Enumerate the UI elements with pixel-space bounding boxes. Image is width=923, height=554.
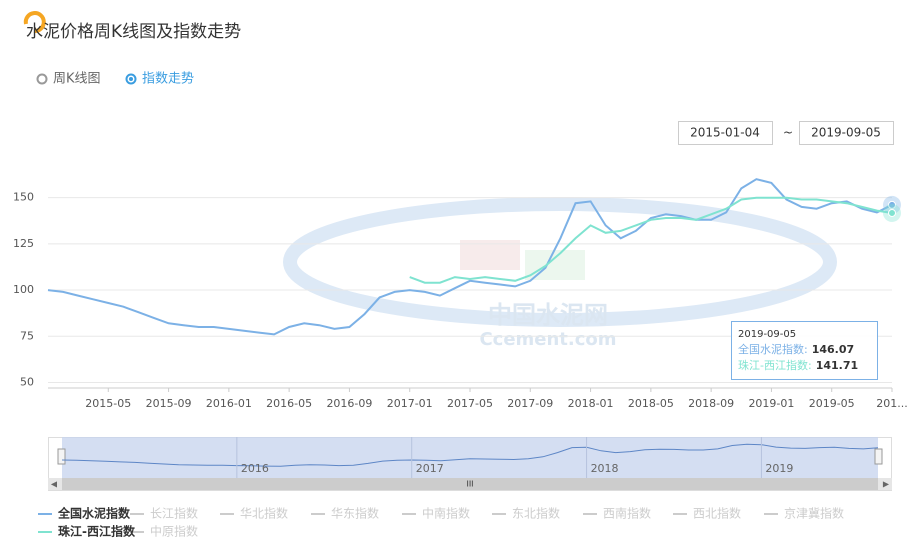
y-tick-label: 100	[13, 283, 34, 296]
legend: 全国水泥指数 长江指数 华北指数 华东指数 中南指数 东北指数 西南指数 西北指数 京津冀指数中…	[38, 506, 844, 539]
date-end[interactable]: 2019-09-05	[811, 126, 881, 140]
radio-label[interactable]: 周K线图	[53, 72, 101, 87]
x-tick-label: 2017-09	[507, 397, 553, 410]
y-tick-label: 50	[20, 375, 34, 388]
navigator-handle[interactable]	[57, 448, 66, 465]
x-tick-label: 2017-01	[387, 397, 433, 410]
x-tick-label: 2018-01	[568, 397, 614, 410]
navigator-window[interactable]	[62, 437, 878, 478]
date-start[interactable]: 2015-01-04	[690, 126, 760, 140]
point	[888, 200, 896, 209]
chart-title: 水泥价格周K线图及指数走势	[26, 22, 241, 42]
legend-label[interactable]: 中南指数	[422, 506, 470, 521]
x-tick-label: 2019-05	[809, 397, 855, 410]
x-tick-label: 2016-01	[206, 397, 252, 410]
legend-label[interactable]: 全国水泥指数	[57, 506, 131, 521]
legend-label[interactable]: 中原指数	[150, 524, 198, 539]
legend-label[interactable]: 长江指数	[150, 506, 198, 521]
point	[888, 208, 896, 217]
watermark: 中国水泥网	[488, 301, 608, 329]
date-separator: ~	[783, 126, 793, 140]
radio-label[interactable]: 指数走势	[142, 71, 194, 87]
watermark-shape	[525, 250, 585, 280]
tooltip-label: 全国水泥指数:	[738, 342, 808, 356]
navigator-handle[interactable]	[874, 448, 883, 465]
x-tick-label: 2016-09	[326, 397, 372, 410]
x-tick-label: 2015-05	[85, 397, 131, 410]
scroll-left[interactable]: ◀	[51, 480, 58, 489]
tooltip	[731, 321, 878, 380]
tooltip-date: 2019-09-05	[738, 329, 796, 340]
x-tick-label: 201...	[876, 397, 908, 410]
legend-label[interactable]: 华北指数	[240, 506, 288, 521]
navigator-label: 2016	[241, 462, 269, 475]
tooltip-value: 141.71	[816, 359, 858, 372]
radio-dot	[129, 77, 133, 81]
logo	[23, 11, 46, 34]
y-tick-label: 125	[13, 237, 34, 250]
x-tick-label: 2015-09	[146, 397, 192, 410]
scrollbar-grip: III	[466, 480, 473, 489]
x-tick-label: 2018-05	[628, 397, 674, 410]
legend-label[interactable]: 西北指数	[693, 506, 741, 521]
scrollbar-thumb[interactable]	[62, 478, 878, 490]
scroll-right[interactable]: ▶	[883, 480, 890, 489]
watermark-shape	[460, 240, 520, 270]
series-line	[47, 178, 893, 336]
navigator-line	[61, 443, 879, 467]
navigator-label: 2017	[416, 462, 444, 475]
watermark: Ccement.com	[479, 329, 616, 350]
legend-label[interactable]: 西南指数	[603, 506, 651, 521]
legend-label[interactable]: 华东指数	[331, 506, 379, 521]
x-tick-label: 2018-09	[688, 397, 734, 410]
legend-label[interactable]: 东北指数	[512, 506, 560, 521]
x-tick-label: 2017-05	[447, 397, 493, 410]
radio-selected[interactable]	[125, 73, 137, 85]
radio[interactable]	[36, 73, 48, 85]
tooltip-label: 珠江-西江指数:	[738, 358, 812, 372]
legend-label[interactable]: 京津冀指数	[784, 506, 844, 521]
date-input[interactable]	[678, 121, 773, 145]
watermark-shape	[283, 197, 837, 327]
y-tick-label: 150	[13, 191, 34, 204]
x-tick-label: 2019-01	[748, 397, 794, 410]
navigator-label: 2019	[765, 462, 793, 475]
x-tick-label: 2016-05	[266, 397, 312, 410]
y-tick-label: 75	[20, 329, 34, 342]
date-input[interactable]	[799, 121, 894, 145]
navigator-label: 2018	[591, 462, 619, 475]
legend-label[interactable]: 珠江-西江指数	[58, 524, 136, 539]
tooltip-value: 146.07	[812, 343, 854, 356]
series-line	[409, 196, 893, 284]
